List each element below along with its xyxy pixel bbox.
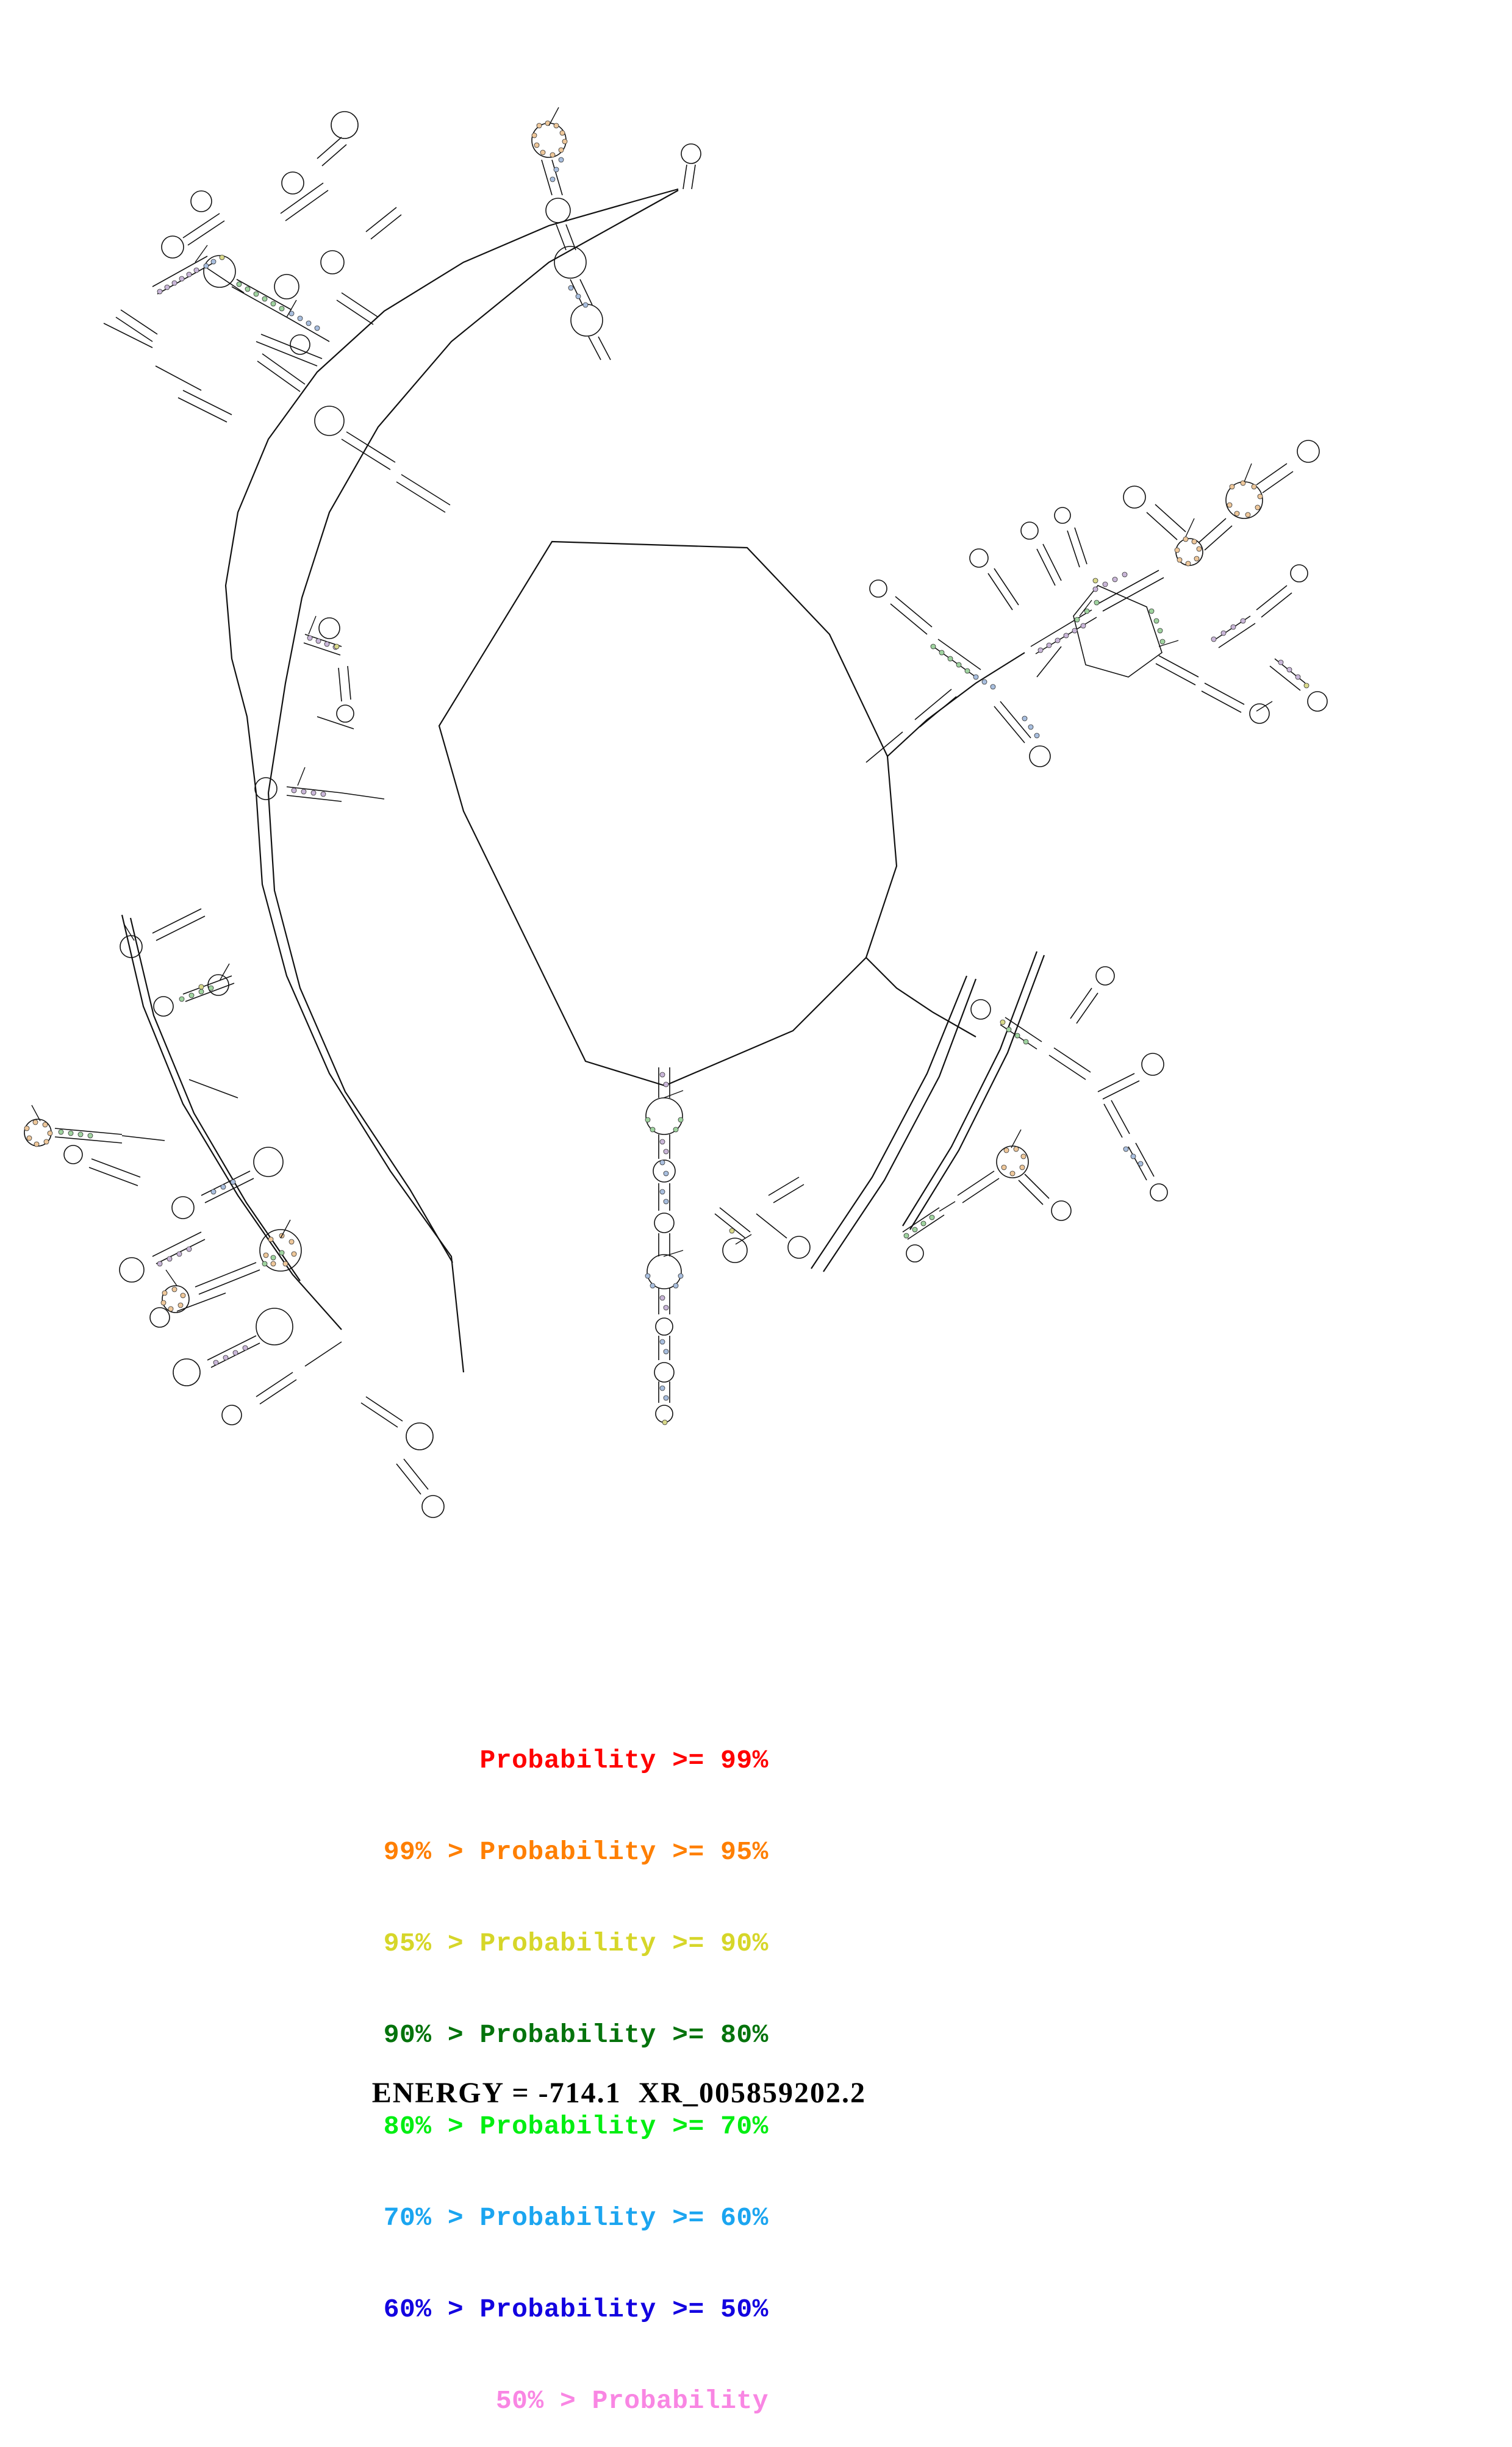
branch-cluster-upper-left [103,111,451,513]
energy-and-accession-line: ENERGY = -714.1 XR_005859202.2 [371,2077,866,2109]
branch-cluster-left-middle [254,617,385,802]
rna-structure-svg [24,107,1328,1518]
legend-row-90: 95% > Probability >= 90% [383,1929,769,1958]
legend-row-99: Probability >= 99% [479,1746,769,1775]
branch-cluster-left-lower [24,908,302,1313]
legend-row-50: 60% > Probability >= 50% [383,2295,769,2324]
position-tick-marks [31,107,1273,1286]
legend-row-below-50: 50% > Probability [495,2386,769,2416]
legend-row-70: 80% > Probability >= 70% [383,2112,769,2141]
branch-cluster-top-center [531,123,701,360]
legend-row-95: 99% > Probability >= 95% [383,1837,769,1867]
probability-legend: Probability >= 99% 99% > Probability >= … [0,1685,769,2447]
nucleotide-dots [24,120,1310,1425]
legend-row-80: 90% > Probability >= 80% [383,2020,769,2050]
structure-backbone-lines [121,188,1045,1373]
branch-cluster-bottom-left [119,1231,445,1518]
branch-cluster-right [865,440,1328,767]
rna-structure-plot [24,107,1328,1518]
branch-cluster-bottom-center [645,966,1168,1423]
legend-row-60: 70% > Probability >= 60% [383,2203,769,2233]
